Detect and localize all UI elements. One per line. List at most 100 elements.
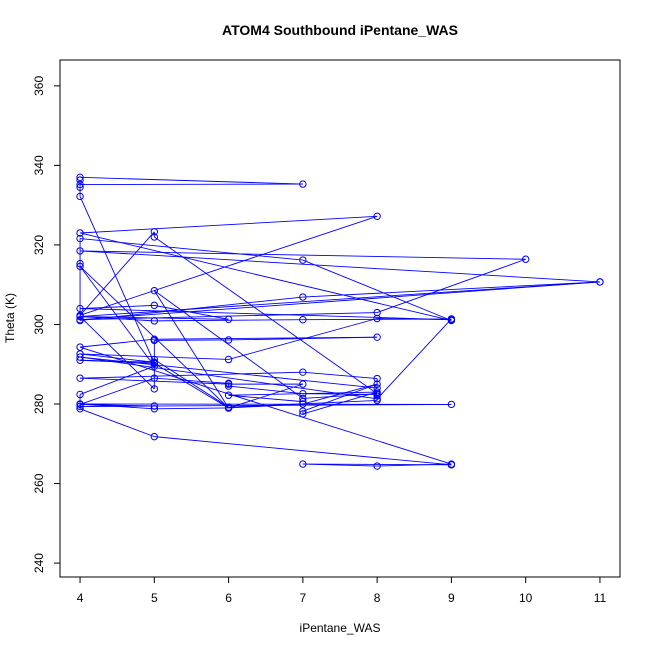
series-segment [79, 231, 155, 316]
series-segment [302, 281, 600, 298]
series-segment [154, 377, 229, 384]
series-segment [79, 232, 452, 321]
series-segment [79, 356, 378, 400]
series-segment [79, 196, 155, 364]
series-segment [80, 215, 378, 234]
plot-frame [59, 59, 621, 578]
data-point [150, 405, 159, 413]
data-point [76, 400, 84, 408]
chart-title: ATOM4 Southbound iPentane_WAS [222, 22, 458, 38]
data-point [76, 183, 84, 191]
data-point [150, 317, 159, 325]
x-tick-label: 9 [448, 591, 455, 605]
data-point [447, 460, 456, 468]
data-point [299, 180, 307, 188]
data-point [76, 247, 84, 255]
y-axis: 240 260 280 300 320 340 360 [32, 76, 60, 573]
series-segment [80, 371, 303, 379]
series-segment [228, 403, 303, 409]
series-segment [376, 318, 452, 400]
x-tick-label: 6 [225, 591, 232, 605]
data-point [150, 362, 159, 370]
series-segment [302, 371, 378, 379]
series-segment [153, 290, 229, 409]
data-point [76, 402, 84, 411]
y-tick-label: 320 [32, 235, 46, 255]
y-tick-label: 300 [32, 314, 46, 334]
data-point [299, 410, 307, 418]
series-segment [80, 403, 155, 410]
y-tick-label: 280 [32, 394, 46, 414]
x-tick-label: 11 [594, 591, 607, 605]
data-point [224, 404, 233, 412]
data-point [150, 228, 159, 236]
data-point [224, 336, 233, 344]
series-segment [154, 363, 229, 409]
data-point [150, 385, 159, 393]
data-point [299, 315, 307, 324]
y-tick-label: 340 [32, 155, 46, 175]
data-point [150, 432, 159, 441]
data-point [299, 394, 307, 403]
data-point [224, 380, 233, 388]
data-point [76, 405, 84, 413]
data-point [76, 374, 84, 382]
data-point [447, 316, 456, 325]
series-segment [228, 391, 378, 396]
series-segment [302, 383, 378, 405]
data-point [76, 343, 84, 351]
series-segment [154, 359, 229, 408]
data-point [76, 234, 84, 243]
data-point [299, 460, 307, 468]
data-point [447, 400, 456, 409]
y-axis-label: Theta (K) [3, 293, 17, 343]
series-segment [228, 383, 304, 409]
data-point [373, 462, 381, 470]
series-segment [80, 353, 155, 363]
series-segment [377, 463, 452, 467]
series-segment [79, 377, 155, 405]
x-tick-label: 10 [519, 591, 533, 605]
series-segment [228, 394, 303, 403]
data-point [299, 400, 307, 408]
series-segment [80, 338, 155, 348]
data-point [373, 374, 381, 383]
data-point [150, 286, 159, 295]
data-point [76, 259, 84, 268]
data-point [596, 278, 604, 286]
series-segment [154, 290, 304, 399]
series-segment [80, 296, 303, 321]
data-point [373, 333, 381, 341]
data-point [299, 368, 307, 376]
data-point [224, 391, 233, 399]
series-segment [154, 436, 452, 466]
y-tick-label: 240 [32, 553, 46, 573]
x-tick-label: 8 [374, 591, 381, 605]
data-point [299, 293, 307, 301]
y-tick-label: 360 [32, 76, 46, 96]
series-segment [80, 356, 378, 389]
series-segment [80, 308, 452, 321]
data-point [299, 380, 307, 388]
y-tick-label: 260 [32, 473, 46, 493]
series-segment [228, 336, 378, 341]
x-tick-label: 5 [151, 591, 158, 605]
series-segment [154, 304, 229, 320]
x-axis: 4 5 6 7 8 9 10 11 [77, 577, 607, 605]
data-point [76, 173, 84, 182]
data-point [299, 407, 307, 415]
series-segment [80, 176, 303, 185]
series-segment [376, 258, 526, 313]
data-point [76, 229, 84, 237]
data-point [150, 301, 159, 310]
x-tick-label: 7 [300, 591, 307, 605]
data-point [150, 233, 159, 241]
data-point [373, 384, 381, 392]
data-point [76, 390, 84, 399]
series-segment [154, 236, 378, 395]
series-segment [80, 304, 155, 310]
data-point [150, 336, 159, 345]
data-point [76, 192, 84, 201]
data-point [150, 402, 159, 410]
